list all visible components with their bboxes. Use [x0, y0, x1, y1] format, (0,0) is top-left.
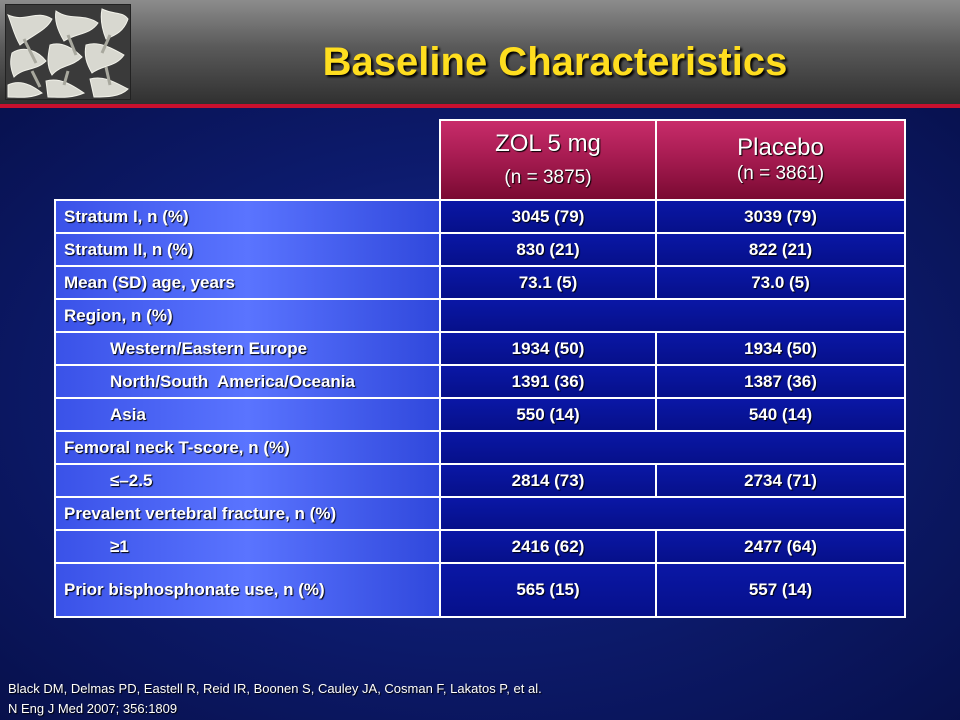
placebo-header-n: (n = 3861) — [736, 163, 825, 184]
slide-title: Baseline Characteristics — [322, 40, 788, 84]
placebo-value: 3039 (79) — [655, 199, 906, 234]
table-row: North/South America/Oceania 1391 (36) 13… — [54, 364, 906, 399]
row-label: North/South America/Oceania — [54, 364, 441, 399]
citation-footnote: Black DM, Delmas PD, Eastell R, Reid IR,… — [8, 679, 948, 719]
placebo-value: 73.0 (5) — [655, 265, 906, 300]
table-row: Prevalent vertebral fracture, n (%) — [54, 496, 906, 531]
table-row: Mean (SD) age, years 73.1 (5) 73.0 (5) — [54, 265, 906, 300]
table-row: Stratum II, n (%) 830 (21) 822 (21) — [54, 232, 906, 267]
baseline-table: ZOL 5 mg (n = 3875) Placebo (n = 3861) S… — [54, 119, 906, 618]
empty-value — [439, 430, 906, 465]
row-label: Region, n (%) — [54, 298, 441, 333]
placebo-value: 540 (14) — [655, 397, 906, 432]
row-label: Western/Eastern Europe — [54, 331, 441, 366]
placebo-header: Placebo (n = 3861) — [655, 119, 906, 201]
zol-value: 550 (14) — [439, 397, 657, 432]
zol-header-n: (n = 3875) — [504, 167, 592, 188]
row-label: Prevalent vertebral fracture, n (%) — [54, 496, 441, 531]
zol-value: 2814 (73) — [439, 463, 657, 498]
table-row: Region, n (%) — [54, 298, 906, 333]
placebo-value: 1934 (50) — [655, 331, 906, 366]
placebo-value: 1387 (36) — [655, 364, 906, 399]
zol-header-title: ZOL 5 mg — [495, 130, 601, 157]
placebo-value: 557 (14) — [655, 562, 906, 618]
bone-trabecular-logo — [5, 4, 131, 100]
row-label: Femoral neck T-score, n (%) — [54, 430, 441, 465]
empty-value — [439, 496, 906, 531]
row-label: Mean (SD) age, years — [54, 265, 441, 300]
placebo-value: 2477 (64) — [655, 529, 906, 564]
table-row: ≥1 2416 (62) 2477 (64) — [54, 529, 906, 564]
row-label: Stratum II, n (%) — [54, 232, 441, 267]
zol-value: 565 (15) — [439, 562, 657, 618]
citation-line-2: N Eng J Med 2007; 356:1809 — [8, 701, 178, 716]
table-row: Asia 550 (14) 540 (14) — [54, 397, 906, 432]
title-divider — [0, 104, 960, 108]
row-label: Asia — [54, 397, 441, 432]
empty-value — [439, 298, 906, 333]
row-label: ≤–2.5 — [54, 463, 441, 498]
row-label: ≥1 — [54, 529, 441, 564]
zol-header: ZOL 5 mg (n = 3875) — [439, 119, 657, 201]
placebo-header-title: Placebo — [737, 134, 824, 161]
zol-value: 3045 (79) — [439, 199, 657, 234]
table-row: ≤–2.5 2814 (73) 2734 (71) — [54, 463, 906, 498]
table-row: Femoral neck T-score, n (%) — [54, 430, 906, 465]
placebo-value: 2734 (71) — [655, 463, 906, 498]
row-label: Stratum I, n (%) — [54, 199, 441, 234]
table-row: Stratum I, n (%) 3045 (79) 3039 (79) — [54, 199, 906, 234]
placebo-value: 822 (21) — [655, 232, 906, 267]
zol-value: 2416 (62) — [439, 529, 657, 564]
table-row: Prior bisphosphonate use, n (%) 565 (15)… — [54, 562, 906, 618]
table-row: Western/Eastern Europe 1934 (50) 1934 (5… — [54, 331, 906, 366]
citation-line-1: Black DM, Delmas PD, Eastell R, Reid IR,… — [8, 681, 542, 696]
table-header-row: ZOL 5 mg (n = 3875) Placebo (n = 3861) — [55, 119, 906, 201]
zol-value: 1391 (36) — [439, 364, 657, 399]
row-label: Prior bisphosphonate use, n (%) — [54, 562, 441, 618]
header-blank — [55, 120, 440, 200]
zol-value: 1934 (50) — [439, 331, 657, 366]
zol-value: 830 (21) — [439, 232, 657, 267]
zol-value: 73.1 (5) — [439, 265, 657, 300]
title-bar — [0, 0, 960, 104]
